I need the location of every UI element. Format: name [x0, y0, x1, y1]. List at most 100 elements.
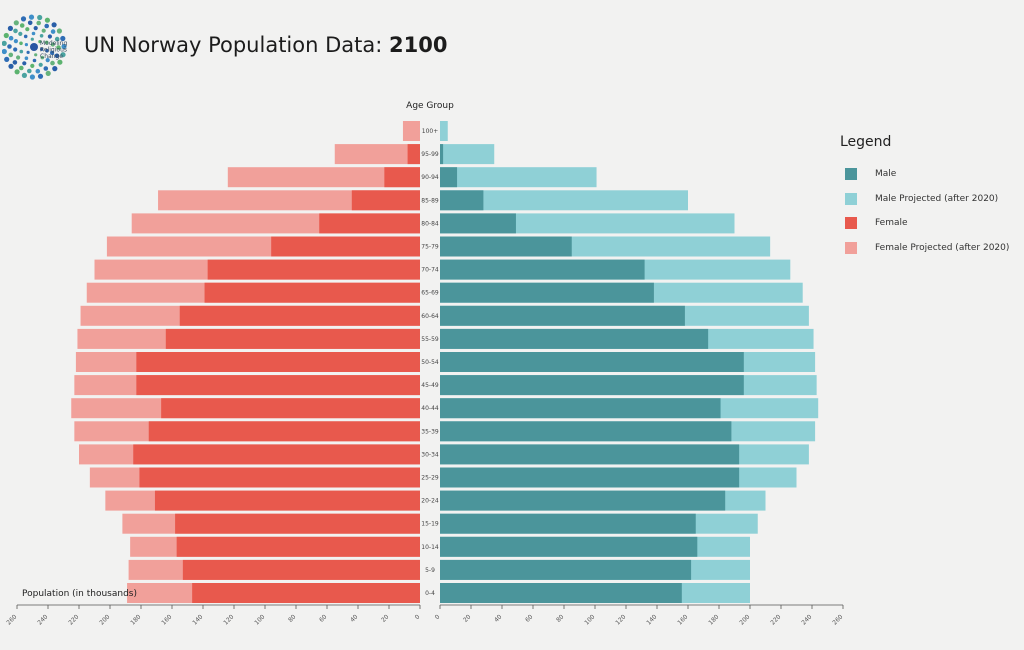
age-group-label: 15-19: [421, 521, 439, 528]
logo-dot: [19, 65, 24, 71]
bar-male: [440, 444, 740, 465]
age-group-label: 20-24: [421, 498, 439, 505]
legend-swatch: [845, 192, 857, 205]
logo-dot: [8, 35, 14, 41]
logo-dot: [30, 63, 35, 68]
x-tick-label: 60: [524, 613, 534, 623]
logo-text: Religious: [40, 47, 67, 54]
age-group-label: 40-44: [421, 405, 439, 412]
legend-label: Female: [875, 218, 908, 228]
bar-male: [440, 305, 685, 326]
logo-dot: [37, 73, 44, 79]
age-group-label: 25-29: [421, 475, 439, 482]
bar-female: [154, 490, 420, 511]
legend-swatch: [845, 241, 857, 254]
x-tick-label: 260: [831, 613, 844, 626]
bar-female: [148, 421, 420, 442]
bar-female: [179, 305, 420, 326]
legend-swatch: [845, 217, 857, 229]
bar-male: [440, 375, 744, 396]
bar-male: [440, 167, 458, 188]
age-group-label: 0-4: [425, 590, 435, 597]
x-tick-label: 200: [98, 613, 111, 626]
bar-male: [440, 490, 726, 511]
bar-male: [440, 536, 698, 557]
logo-dot: [8, 63, 14, 69]
logo-dot: [12, 60, 18, 65]
x-tick-label: 20: [462, 613, 472, 623]
x-tick-label: 120: [614, 613, 627, 626]
bar-male: [440, 352, 744, 372]
logo-dot: [28, 14, 35, 20]
legend-item: Female: [845, 215, 908, 231]
bar-male-projected: [440, 121, 448, 141]
logo-dot: [23, 34, 28, 39]
legend-label: Male Projected (after 2020): [875, 193, 999, 204]
bar-female: [192, 583, 420, 603]
logo-dot: [7, 44, 12, 49]
logo-dot: [45, 58, 50, 63]
logo-dot: [40, 47, 44, 52]
bar-rows: 100+ 95-99 90-94 85-89 80-84 75-79 70-74 65-69 6…: [71, 121, 819, 603]
logo-dot: [50, 42, 55, 47]
logo-dot: [50, 29, 56, 34]
age-group-label: 95-99: [421, 151, 439, 158]
bar-female: [182, 559, 420, 580]
bar-male-projected: [440, 167, 597, 188]
logo-dot: [27, 68, 32, 74]
bar-female-projected: [402, 121, 420, 141]
logo-text: Modeling: [40, 40, 67, 47]
bar-male: [440, 467, 740, 488]
logo-dot: [50, 50, 55, 56]
age-group-label: 65-69: [421, 290, 439, 297]
center-axis-label: Age Group: [406, 101, 454, 111]
x-tick-label: 0: [434, 613, 442, 621]
bar-female: [204, 282, 420, 303]
legend-item: Female Projected (after 2020): [845, 240, 1009, 256]
page-title: UN Norway Population Data: 2100: [84, 33, 447, 57]
x-tick-label: 240: [800, 613, 813, 626]
logo-dot: [35, 68, 41, 74]
age-group-label: 30-34: [421, 451, 439, 458]
age-group-label: 75-79: [421, 244, 439, 251]
logo-dot: [33, 26, 38, 31]
legend-item: Male Projected (after 2020): [845, 191, 998, 207]
logo-dot: [2, 40, 7, 46]
age-group-label: 45-49: [421, 382, 439, 389]
age-group-label: 10-14: [421, 544, 439, 551]
logo-dot: [20, 16, 27, 22]
legend-label: Female Projected (after 2020): [875, 242, 1010, 253]
age-group-label: 5-9: [425, 567, 435, 574]
logo-dot: [13, 47, 18, 52]
logo-dot: [51, 22, 57, 28]
logo-dot: [4, 56, 10, 63]
logo-dot: [2, 48, 7, 55]
title-year: 2100: [389, 33, 448, 57]
age-group-label: 100+: [422, 128, 438, 135]
legend-label: Male: [875, 169, 897, 179]
logo-dot: [60, 35, 66, 42]
x-tick-label: 260: [5, 613, 18, 626]
bar-male: [440, 583, 682, 603]
logo-dot: [54, 36, 60, 42]
logo-dot: [13, 28, 18, 34]
bar-female: [136, 352, 420, 372]
bar-female: [136, 375, 420, 396]
bar-male-projected: [440, 144, 495, 165]
logo-dot: [3, 32, 9, 39]
bar-male: [440, 144, 444, 165]
bar-male: [440, 282, 654, 303]
logo-dot: [19, 41, 23, 46]
logo-dot: [31, 31, 36, 36]
x-tick-label: 220: [769, 613, 782, 626]
x-tick-label: 160: [160, 613, 173, 626]
age-group-label: 85-89: [421, 197, 439, 204]
logo-dot: [44, 23, 49, 29]
logo-dot: [54, 53, 60, 59]
logo-dot: [61, 43, 67, 50]
x-tick-label: 220: [67, 613, 80, 626]
x-tick-label: 160: [676, 613, 689, 626]
age-group-label: 35-39: [421, 428, 439, 435]
